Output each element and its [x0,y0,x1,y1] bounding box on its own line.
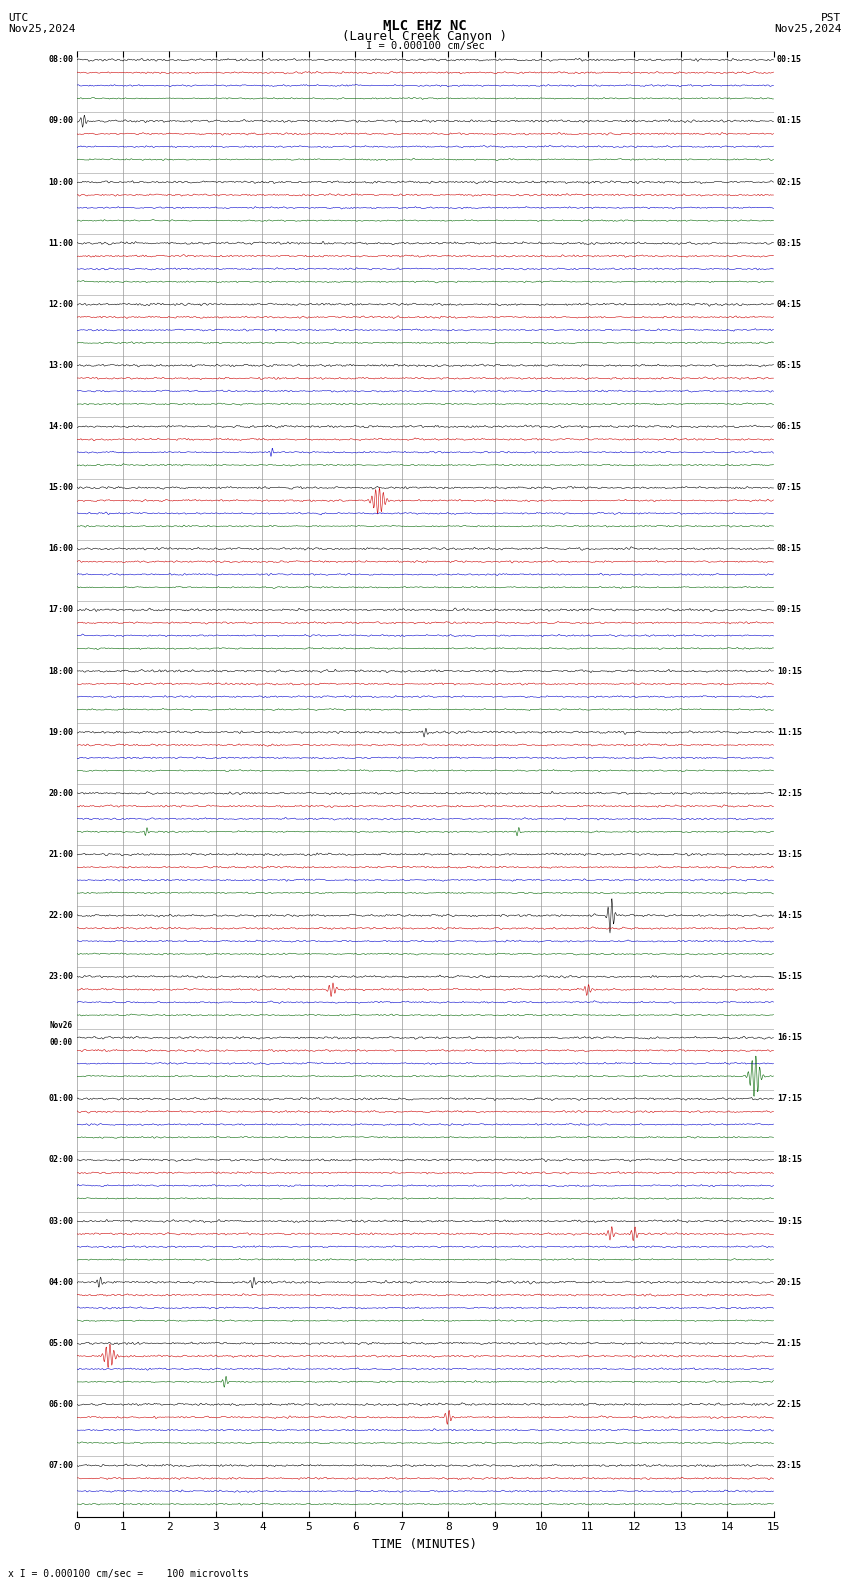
Text: 03:00: 03:00 [48,1217,73,1226]
Text: 22:15: 22:15 [777,1400,802,1408]
Text: 16:00: 16:00 [48,545,73,553]
Text: 10:15: 10:15 [777,667,802,675]
Text: 10:00: 10:00 [48,177,73,187]
Text: Nov25,2024: Nov25,2024 [774,24,842,33]
Text: 15:00: 15:00 [48,483,73,493]
Text: 02:15: 02:15 [777,177,802,187]
Text: 09:00: 09:00 [48,117,73,125]
Text: Nov25,2024: Nov25,2024 [8,24,76,33]
Text: 06:00: 06:00 [48,1400,73,1408]
Text: 11:15: 11:15 [777,727,802,737]
Text: 23:00: 23:00 [48,973,73,980]
Text: 20:15: 20:15 [777,1278,802,1286]
Text: 19:00: 19:00 [48,727,73,737]
Text: 18:15: 18:15 [777,1155,802,1164]
Text: 17:15: 17:15 [777,1095,802,1104]
Text: 05:15: 05:15 [777,361,802,371]
Text: 01:00: 01:00 [48,1095,73,1104]
Text: 14:15: 14:15 [777,911,802,920]
Text: 20:00: 20:00 [48,789,73,798]
Text: 15:15: 15:15 [777,973,802,980]
Text: 12:15: 12:15 [777,789,802,798]
Text: 05:00: 05:00 [48,1338,73,1348]
Text: 13:00: 13:00 [48,361,73,371]
Text: 01:15: 01:15 [777,117,802,125]
Text: 08:15: 08:15 [777,545,802,553]
Text: 12:00: 12:00 [48,299,73,309]
Text: 18:00: 18:00 [48,667,73,675]
Text: 03:15: 03:15 [777,239,802,247]
Text: MLC EHZ NC: MLC EHZ NC [383,19,467,33]
Text: 23:15: 23:15 [777,1460,802,1470]
Text: (Laurel Creek Canyon ): (Laurel Creek Canyon ) [343,30,507,43]
Text: 22:00: 22:00 [48,911,73,920]
Text: 17:00: 17:00 [48,605,73,615]
Text: 07:15: 07:15 [777,483,802,493]
Text: 04:15: 04:15 [777,299,802,309]
Text: 21:15: 21:15 [777,1338,802,1348]
Text: 06:15: 06:15 [777,421,802,431]
Text: 00:00: 00:00 [50,1038,73,1047]
Text: 11:00: 11:00 [48,239,73,247]
Text: Nov26: Nov26 [50,1022,73,1030]
Text: x I = 0.000100 cm/sec =    100 microvolts: x I = 0.000100 cm/sec = 100 microvolts [8,1570,249,1579]
Text: UTC: UTC [8,13,29,22]
Text: 00:15: 00:15 [777,55,802,65]
Text: 14:00: 14:00 [48,421,73,431]
Text: 07:00: 07:00 [48,1460,73,1470]
Text: 08:00: 08:00 [48,55,73,65]
Text: 02:00: 02:00 [48,1155,73,1164]
Text: 21:00: 21:00 [48,851,73,859]
Text: 09:15: 09:15 [777,605,802,615]
Text: 19:15: 19:15 [777,1217,802,1226]
X-axis label: TIME (MINUTES): TIME (MINUTES) [372,1538,478,1551]
Text: PST: PST [821,13,842,22]
Text: 16:15: 16:15 [777,1033,802,1042]
Text: 04:00: 04:00 [48,1278,73,1286]
Text: 13:15: 13:15 [777,851,802,859]
Text: I = 0.000100 cm/sec: I = 0.000100 cm/sec [366,41,484,51]
